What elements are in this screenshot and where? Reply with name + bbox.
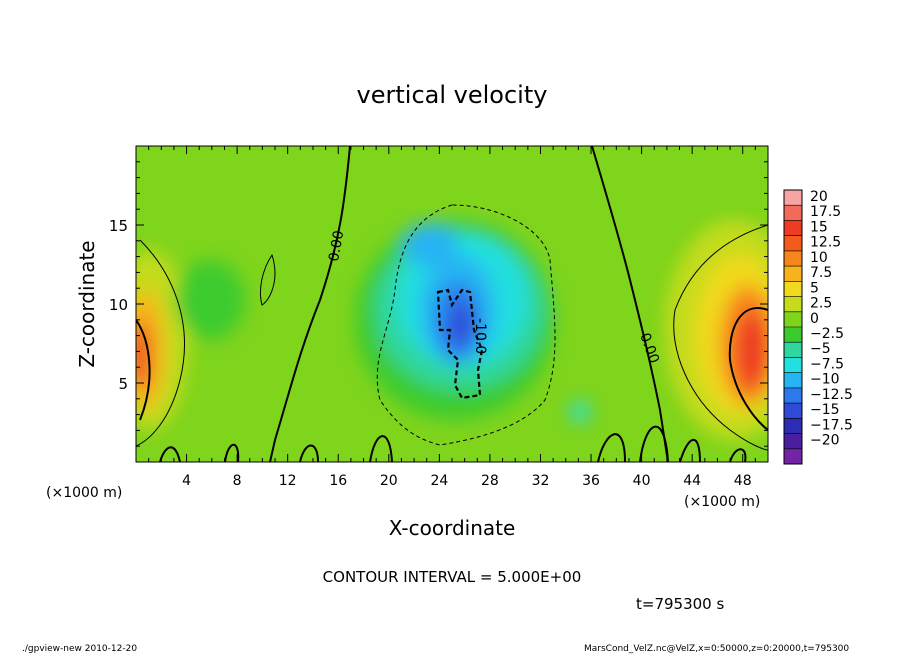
colorbar-swatch	[784, 311, 802, 328]
colorbar-label: 0	[810, 311, 819, 327]
footer-left: ./gpview-new 2010-12-20	[22, 644, 137, 654]
colorbar-label: 12.5	[810, 235, 841, 251]
time-label: t=795300 s	[636, 595, 724, 613]
x-tick-label: 12	[279, 473, 297, 489]
colorbar-label: −5	[810, 341, 831, 357]
field-blobs	[136, 220, 768, 440]
colorbar-label: 10	[810, 250, 828, 266]
x-tick-label: 44	[683, 473, 701, 489]
x-tick-label: 36	[582, 473, 600, 489]
neg5-contour	[376, 204, 556, 446]
colorbar-swatch	[784, 220, 802, 237]
colorbar-swatch	[784, 433, 802, 450]
colorbar-label: −17.5	[810, 417, 853, 433]
zero-contour-right	[591, 146, 669, 462]
colorbar-swatch	[784, 372, 802, 389]
colorbar-label: 2.5	[810, 296, 832, 312]
x-tick-label: 24	[430, 473, 448, 489]
colorbar-label: −10	[810, 372, 840, 388]
colorbar-swatch	[784, 250, 802, 267]
colorbar-swatch	[784, 281, 802, 298]
footer-right: MarsCond_VelZ.nc@VelZ,x=0:50000,z=0:2000…	[584, 644, 849, 654]
colorbar-label: −20	[810, 433, 840, 449]
colorbar-swatch	[784, 357, 802, 374]
colorbar-label: 5	[810, 280, 819, 296]
chart-title: vertical velocity	[357, 81, 548, 109]
colorbar-label: 15	[810, 219, 828, 235]
velocity-field	[136, 146, 768, 462]
y-axis-title: Z-coordinate	[75, 240, 99, 367]
colorbar-label: −2.5	[810, 326, 844, 342]
y-tick-label: 15	[109, 217, 128, 235]
bottom-contours	[159, 425, 747, 462]
colorbar-swatch	[784, 387, 802, 404]
x-axis: 4 8 12 16 20 24 28 32 36 40 44 48	[148, 146, 756, 489]
colorbar-label: −7.5	[810, 356, 844, 372]
x-tick-label: 4	[182, 473, 191, 489]
pos5-contour-right	[673, 224, 768, 451]
neg10-contour	[436, 288, 484, 400]
zero-contour-left	[269, 146, 351, 462]
contour-lines	[136, 146, 768, 462]
pos5-contour-left	[136, 239, 185, 447]
colorbar-swatch	[784, 418, 802, 435]
pos10-contour-right	[728, 307, 768, 431]
colorbar: 2017.51512.5107.552.50−2.5−5−7.5−10−12.5…	[783, 189, 853, 465]
contour-label: 0.00	[326, 229, 347, 262]
x-unit-label: (×1000 m)	[684, 494, 760, 510]
colorbar-swatch	[784, 205, 802, 221]
y-tick-label: 5	[118, 375, 128, 393]
colorbar-swatch	[784, 327, 802, 343]
contour-interval: CONTOUR INTERVAL = 5.000E+00	[323, 568, 582, 586]
colorbar-swatch	[784, 403, 802, 419]
colorbar-label: 7.5	[810, 265, 832, 281]
colorbar-label: −15	[810, 402, 840, 418]
colorbar-swatch	[784, 235, 802, 252]
x-tick-label: 16	[329, 473, 347, 489]
colorbar-swatch	[784, 266, 802, 282]
colorbar-swatch	[784, 296, 802, 313]
x-tick-label: 8	[233, 473, 242, 489]
x-tick-label: 20	[380, 473, 398, 489]
colorbar-swatch	[784, 190, 802, 206]
x-axis-title: X-coordinate	[389, 516, 516, 540]
y-tick-label: 10	[109, 296, 128, 314]
y-unit-label: (×1000 m)	[46, 485, 122, 501]
x-tick-label: 48	[734, 473, 752, 489]
x-tick-label: 40	[633, 473, 651, 489]
colorbar-label: −12.5	[810, 387, 853, 403]
colorbar-swatch	[784, 448, 802, 465]
colorbar-label: 20	[810, 189, 828, 205]
x-tick-label: 28	[481, 473, 499, 489]
contour-label: -10.0	[472, 318, 488, 354]
y-axis: 5 10 15	[109, 161, 768, 447]
colorbar-swatch	[784, 342, 802, 358]
x-tick-label: 32	[532, 473, 550, 489]
small-contour	[259, 253, 276, 306]
colorbar-label: 17.5	[810, 204, 841, 220]
pos10-contour-left	[136, 319, 151, 421]
